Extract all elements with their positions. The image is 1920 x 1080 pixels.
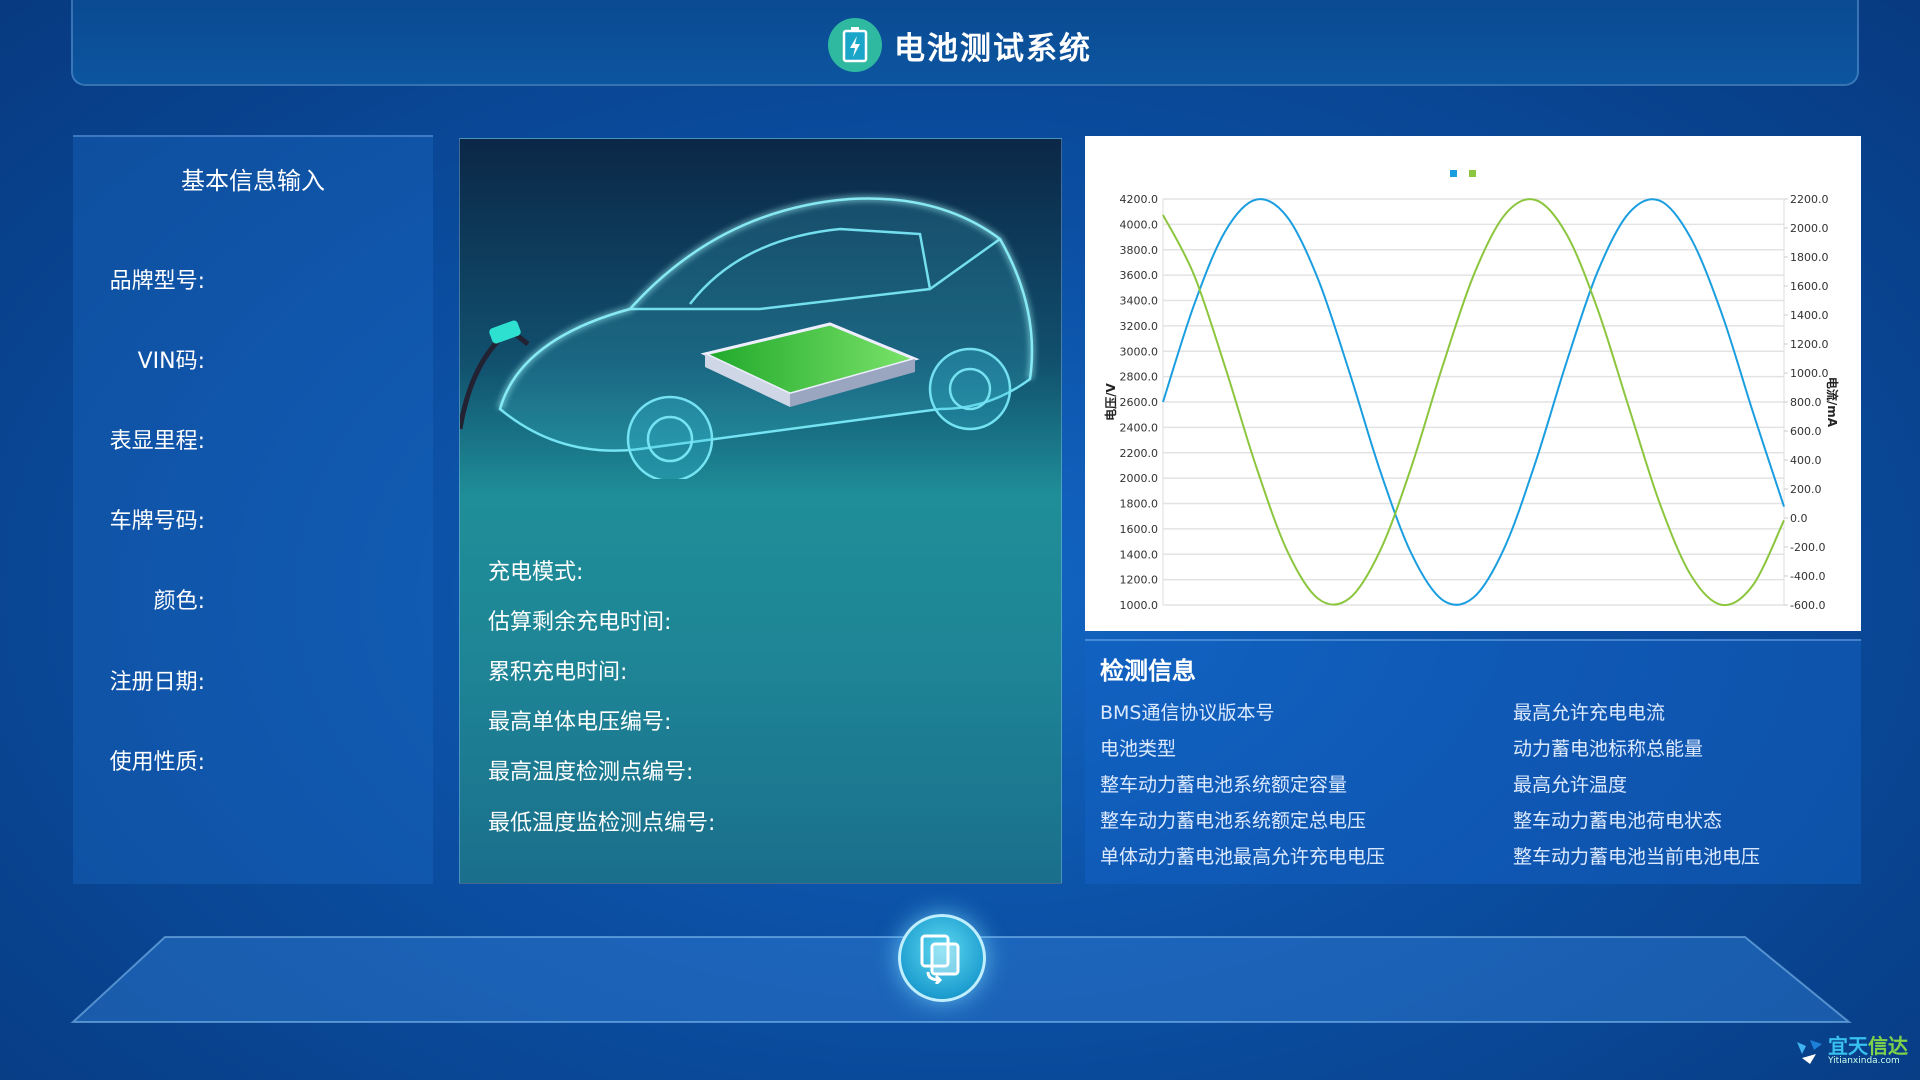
y-left-tick: 3800.0 <box>1120 244 1159 257</box>
series-line-left <box>1162 198 1785 606</box>
header-bar <box>71 0 1859 86</box>
y-right-tick: 1000.0 <box>1790 367 1829 380</box>
charge-mode-label: 充电模式: <box>488 560 584 585</box>
detection-item: BMS通信协议版本号 <box>1100 702 1275 724</box>
max-cell-voltage-id-label: 最高单体电压编号: <box>488 710 672 735</box>
detection-item: 整车动力蓄电池系统额定总电压 <box>1100 810 1367 832</box>
field-plate-number: 车牌号码: <box>109 509 205 534</box>
y-left-tick: 2800.0 <box>1120 371 1159 384</box>
y-right-tick: -400.0 <box>1790 570 1825 583</box>
y-right-tick: 1600.0 <box>1790 280 1829 293</box>
min-temp-point-label: 最低温度监检测点编号: <box>488 811 716 836</box>
app-title: 电池测试系统 <box>894 30 1092 67</box>
y-right-tick: 1800.0 <box>1790 251 1829 264</box>
y-right-tick: 800.0 <box>1790 396 1822 409</box>
company-logo: 宜天信达 Yitianxinda.com <box>1794 1036 1908 1066</box>
detection-item: 整车动力蓄电池荷电状态 <box>1513 810 1723 832</box>
chart-svg: 1000.0 1200.0 1400.0 1600.0 1800.0 2000.0 2200… <box>1103 170 1840 612</box>
y-left-tick: 3400.0 <box>1120 295 1159 308</box>
detection-item: 动力蓄电池标称总能量 <box>1513 738 1704 760</box>
battery-charging-icon <box>828 18 882 72</box>
series-line-right <box>1162 198 1785 607</box>
basic-info-panel: 基本信息输入 品牌型号: VIN码: 表显里程: 车牌号码: 颜色: 注册日期:… <box>73 135 433 884</box>
y-right-tick: -600.0 <box>1790 599 1825 612</box>
detection-item: 电池类型 <box>1100 738 1177 760</box>
y-right-tick: 1200.0 <box>1790 338 1829 351</box>
y-left-tick: 2000.0 <box>1120 472 1159 485</box>
y-right-tick: 600.0 <box>1790 425 1822 438</box>
remaining-time-label: 估算剩余充电时间: <box>488 610 672 635</box>
y-left-tick: 4000.0 <box>1120 218 1159 231</box>
detection-item: 最高允许温度 <box>1513 774 1628 796</box>
y-left-tick: 2200.0 <box>1120 447 1159 460</box>
ev-car-illustration <box>460 195 1035 479</box>
y-left-tick: 3000.0 <box>1120 345 1159 358</box>
field-mileage: 表显里程: <box>109 429 205 454</box>
y-axis-right-label: 电流/mA <box>1825 377 1840 428</box>
charging-panel: 充电模式: 估算剩余充电时间: 累积充电时间: 最高单体电压编号: 最高温度检测… <box>459 138 1062 884</box>
detection-item: 最高允许充电电流 <box>1513 702 1666 724</box>
y-left-tick: 1600.0 <box>1120 523 1159 536</box>
y-left-tick: 2600.0 <box>1120 396 1159 409</box>
y-right-tick: 200.0 <box>1790 483 1822 496</box>
detection-info-panel: 检测信息 BMS通信协议版本号 电池类型整车动力蓄电池系统额定容量 整车动力蓄电池系… <box>1085 639 1861 884</box>
y-right-tick: 1400.0 <box>1790 309 1829 322</box>
legend-marker-voltage[interactable] <box>1450 170 1457 177</box>
y-left-tick: 3200.0 <box>1120 320 1159 333</box>
detection-item: 单体动力蓄电池最高允许充电电压 <box>1100 846 1386 868</box>
copy-transfer-icon <box>920 934 960 984</box>
detection-item: 整车动力蓄电池当前电池电压 <box>1513 846 1761 868</box>
field-vin: VIN码: <box>137 349 205 374</box>
y-left-tick: 1200.0 <box>1120 574 1159 587</box>
basic-info-title: 基本信息输入 <box>181 167 325 195</box>
field-color: 颜色: <box>153 589 205 614</box>
y-right-tick: 2000.0 <box>1790 222 1829 235</box>
copy-transfer-button[interactable] <box>898 914 986 1002</box>
y-left-tick: 2400.0 <box>1120 421 1159 434</box>
field-brand-model: 品牌型号: <box>109 269 205 294</box>
y-left-tick: 1800.0 <box>1120 498 1159 511</box>
y-left-tick: 3600.0 <box>1120 269 1159 282</box>
app-title-bar: 电池测试系统 <box>0 18 1920 72</box>
field-register-date: 注册日期: <box>109 670 205 695</box>
detection-item: 整车动力蓄电池系统额定容量 <box>1100 774 1348 796</box>
field-usage: 使用性质: <box>109 750 205 775</box>
y-left-tick: 1000.0 <box>1120 599 1159 612</box>
max-temp-point-label: 最高温度检测点编号: <box>488 760 694 785</box>
y-left-tick: 4200.0 <box>1120 193 1159 206</box>
y-right-tick: -200.0 <box>1790 541 1825 554</box>
y-right-tick: 400.0 <box>1790 454 1822 467</box>
accumulated-time-label: 累积充电时间: <box>488 660 628 685</box>
y-right-tick: 0.0 <box>1790 512 1808 525</box>
y-left-tick: 1400.0 <box>1120 548 1159 561</box>
legend-marker-current[interactable] <box>1469 170 1476 177</box>
y-right-tick: 2200.0 <box>1790 193 1829 206</box>
y-axis-left-label: 电压/V <box>1103 382 1118 420</box>
detection-info-title: 检测信息 <box>1100 657 1196 685</box>
voltage-current-chart: 1000.0 1200.0 1400.0 1600.0 1800.0 2000.0 2200… <box>1085 136 1861 631</box>
